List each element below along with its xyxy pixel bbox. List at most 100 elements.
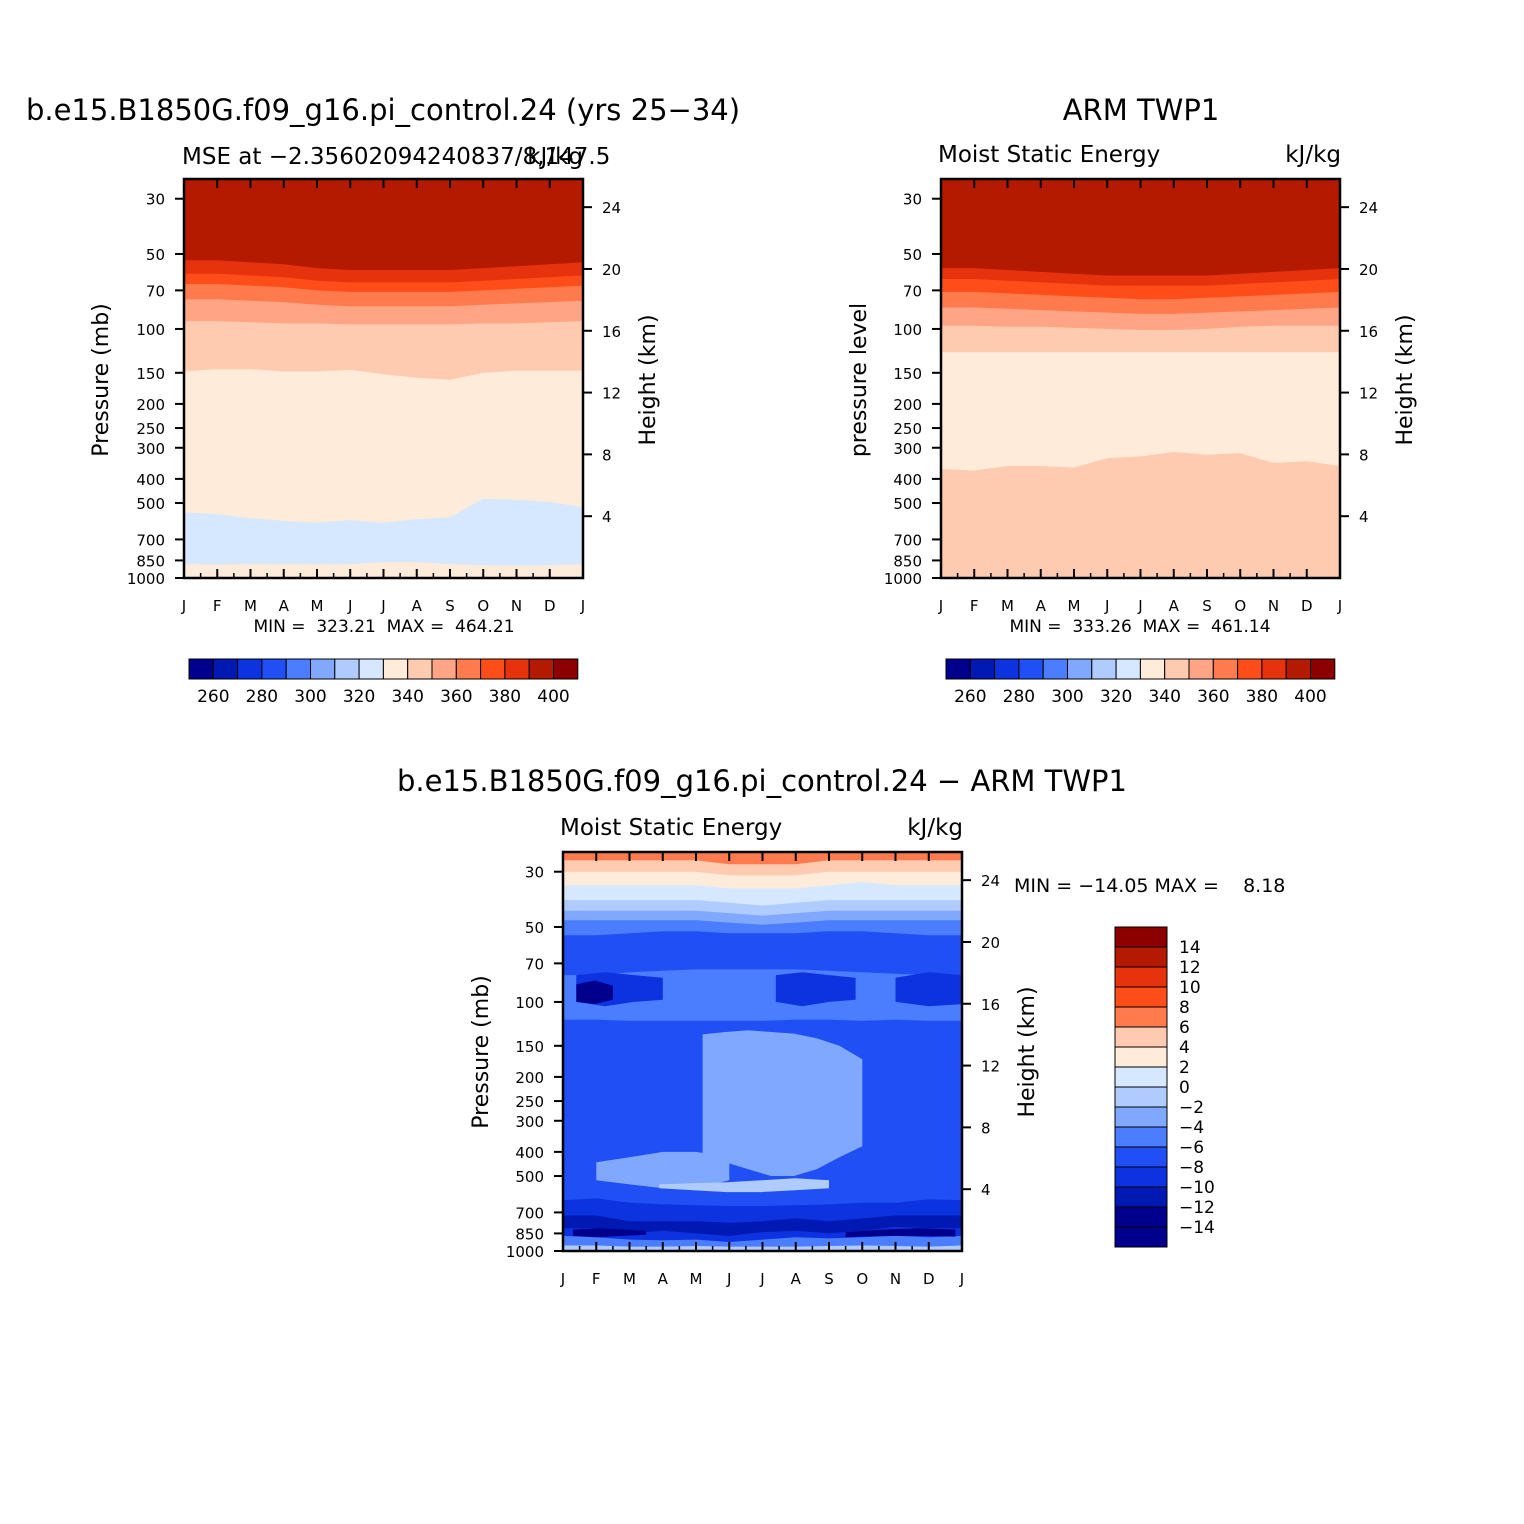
- p2-colorbar-cell: [1261, 658, 1287, 680]
- p3-colorbar-label: −8: [1179, 1158, 1204, 1178]
- panel2-colorbar: 260 280 300 320 340 360 380 400: [945, 658, 1336, 707]
- p3-colorbar-cell: [1114, 946, 1168, 968]
- p1-colorbar-cell: [237, 658, 263, 680]
- p1-x-tick-label: S: [445, 597, 455, 615]
- p3-x-tick-label: J: [560, 1270, 565, 1288]
- p3-y-tick-label: 30: [525, 864, 544, 882]
- p1-x-tick-label: J: [380, 597, 385, 615]
- p2-colorbar-label: 400: [1294, 687, 1326, 707]
- p2-y-tick-label: 500: [893, 495, 922, 513]
- panel1-subtitle-right: kJ/kg: [527, 144, 583, 170]
- p3-x-tick-label: F: [592, 1270, 601, 1288]
- panel2-contour-fill: [941, 179, 1340, 578]
- p1-colorbar-cell: [334, 658, 360, 680]
- panel3-subtitle-right: kJ/kg: [907, 815, 963, 841]
- p2-x-tick-label: M: [1001, 597, 1014, 615]
- p2-colorbar-cell: [1212, 658, 1239, 680]
- panel2-title: ARM TWP1: [1063, 93, 1220, 127]
- panel-model: b.e15.B1850G.f09_g16.pi_control.24 (yrs …: [26, 93, 740, 707]
- p3-y-tick-label-right: 16: [981, 996, 1000, 1014]
- p1-colorbar-cell: [212, 658, 239, 680]
- panel3-title: b.e15.B1850G.f09_g16.pi_control.24 − ARM…: [397, 764, 1127, 798]
- panel1-y-label: Pressure (mb): [89, 303, 114, 457]
- p1-y-tick-label: 30: [146, 191, 165, 209]
- panel2-minmax: MIN = 333.26 MAX = 461.14: [1009, 617, 1270, 637]
- p2-colorbar-label: 320: [1100, 687, 1132, 707]
- p3-colorbar-cell: [1114, 1206, 1168, 1228]
- panel3-contour-fill: [563, 852, 962, 1251]
- p3-colorbar-cell: [1114, 986, 1168, 1008]
- p1-colorbar-label: 400: [537, 687, 569, 707]
- p3-region-2: [659, 1178, 829, 1193]
- p1-y-tick-label: 70: [146, 282, 165, 300]
- panel3-subtitle-left: Moist Static Energy: [560, 815, 782, 841]
- p2-y-tick-label-right: 8: [1359, 446, 1369, 464]
- p3-colorbar-cell: [1114, 1006, 1168, 1028]
- p2-x-tick-label: J: [1104, 597, 1109, 615]
- p2-colorbar-label: 380: [1246, 687, 1278, 707]
- p2-y-tick-label-right: 24: [1359, 199, 1378, 217]
- p1-colorbar-cell: [431, 658, 457, 680]
- p3-colorbar-label: −2: [1179, 1098, 1204, 1118]
- p2-y-tick-label: 30: [903, 191, 922, 209]
- p3-y-tick-label-right: 24: [981, 872, 1000, 890]
- p3-colorbar-cell: [1114, 1086, 1168, 1108]
- p3-colorbar-label: 14: [1179, 938, 1201, 958]
- p3-y-tick-label: 70: [525, 955, 544, 973]
- p2-y-tick-label: 300: [893, 440, 922, 458]
- p1-colorbar-label: 320: [343, 687, 375, 707]
- p2-y-tick-label-right: 20: [1359, 261, 1378, 279]
- p3-x-tick-label: J: [759, 1270, 764, 1288]
- p3-colorbar-label: 4: [1179, 1038, 1190, 1058]
- p2-y-tick-label: 850: [893, 552, 922, 570]
- p2-colorbar-cell: [1042, 658, 1068, 680]
- p3-colorbar-cell: [1114, 1066, 1168, 1088]
- p3-y-tick-label: 1000: [506, 1243, 544, 1261]
- p1-y-tick-label-right: 16: [602, 323, 621, 341]
- p1-y-tick-label: 700: [136, 531, 165, 549]
- p1-y-tick-label-right: 20: [602, 261, 621, 279]
- p2-x-tick-label: O: [1234, 597, 1246, 615]
- p1-x-tick-label: D: [544, 597, 556, 615]
- p1-y-tick-label: 50: [146, 246, 165, 264]
- p1-x-tick-label: M: [311, 597, 324, 615]
- p1-y-tick-label: 250: [136, 420, 165, 438]
- p2-colorbar-cell: [1115, 658, 1141, 680]
- p3-colorbar-cell: [1114, 1046, 1168, 1068]
- p1-colorbar-label: 340: [391, 687, 423, 707]
- p1-colorbar-label: 260: [197, 687, 229, 707]
- panel-diff: b.e15.B1850G.f09_g16.pi_control.24 − ARM…: [397, 764, 1285, 1288]
- p2-x-tick-label: N: [1268, 597, 1279, 615]
- p3-region-0: [702, 1030, 863, 1176]
- panel3-y-ticks-right: 24 20 16 12 8 4: [962, 872, 1000, 1199]
- p3-colorbar-label: −4: [1179, 1118, 1204, 1138]
- p2-x-tick-label: A: [1169, 597, 1180, 615]
- p1-x-tick-label: A: [279, 597, 290, 615]
- p3-colorbar-label: 0: [1179, 1078, 1190, 1098]
- p2-colorbar-label: 300: [1051, 687, 1083, 707]
- p2-x-tick-label: S: [1202, 597, 1212, 615]
- p2-colorbar-cell: [1285, 658, 1311, 680]
- p3-x-tick-label: N: [890, 1270, 901, 1288]
- p2-y-tick-label-right: 4: [1359, 508, 1369, 526]
- panel2-y-ticks-right: 24 20 16 12 8 4: [1340, 199, 1378, 526]
- p2-x-tick-label: F: [970, 597, 979, 615]
- p2-y-tick-label: 100: [893, 321, 922, 339]
- p1-colorbar-cell: [188, 658, 214, 680]
- p1-y-tick-label-right: 24: [602, 199, 621, 217]
- p3-x-tick-label: M: [690, 1270, 703, 1288]
- p2-colorbar-cell: [1139, 658, 1166, 680]
- p2-y-tick-label: 1000: [884, 570, 922, 588]
- p1-colorbar-cell: [285, 658, 312, 680]
- p3-region-4: [775, 972, 856, 1007]
- p3-y-tick-label-right: 8: [981, 1119, 991, 1137]
- p2-colorbar-label: 340: [1148, 687, 1180, 707]
- p3-x-tick-label: M: [623, 1270, 636, 1288]
- panel3-y-label-right: Height (km): [1015, 986, 1040, 1117]
- p2-colorbar-label: 360: [1197, 687, 1229, 707]
- p2-colorbar-cell: [969, 658, 996, 680]
- p1-colorbar-cell: [407, 658, 433, 680]
- p2-y-tick-label-right: 12: [1359, 385, 1378, 403]
- p2-colorbar-cell: [1067, 658, 1093, 680]
